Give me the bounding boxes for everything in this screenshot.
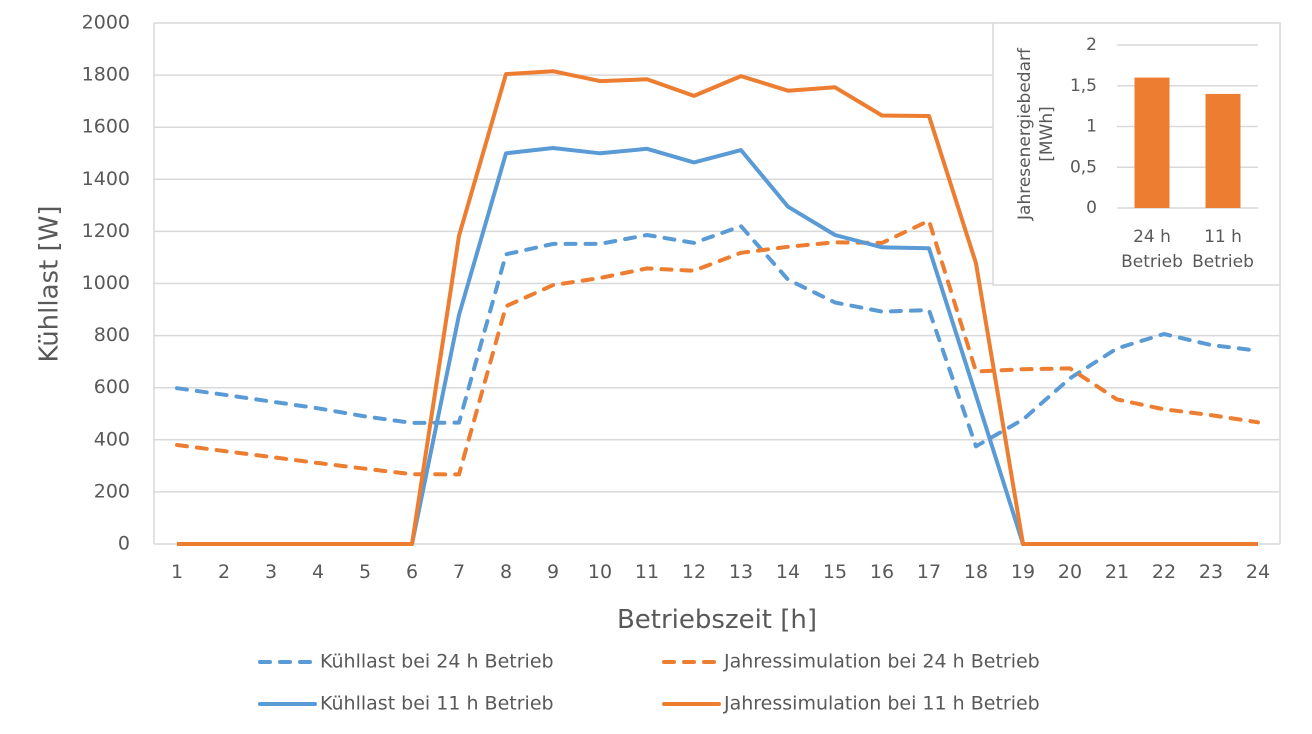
series-line-2 — [175, 218, 1260, 477]
x-tick-label: 16 — [870, 561, 894, 583]
y-tick-label: 1400 — [82, 168, 130, 190]
x-tick-label: 7 — [453, 561, 465, 583]
x-tick-label: 10 — [588, 561, 612, 583]
inset-bar-chart: 0 0,5 1 1,5 2 24 h Betrieb 11 h Betrieb Jahrese… — [992, 22, 1281, 286]
x-tick-label: 23 — [1199, 561, 1223, 583]
y-tick-label: 400 — [94, 428, 130, 450]
x-tick-label: 24 — [1246, 561, 1270, 583]
x-tick-label: 12 — [682, 561, 706, 583]
y-tick-label: 600 — [94, 376, 130, 398]
x-tick-label: 17 — [917, 561, 941, 583]
series-line-4 — [177, 69, 1258, 546]
main-y-tick-labels: 0 200 400 600 800 1000 1200 1400 1600 1800 2000 — [82, 12, 130, 555]
y-tick-label: 0 — [118, 533, 130, 555]
x-tick-label: 5 — [359, 561, 371, 583]
x-tick-label: 9 — [547, 561, 559, 583]
legend-item: Jahressimulation bei 24 h Betrieb — [662, 651, 1040, 673]
y-tick-label: 800 — [94, 324, 130, 346]
inset-bars — [1134, 77, 1241, 208]
x-tick-label: 11 — [635, 561, 659, 583]
inset-bar — [1134, 77, 1170, 208]
inset-y-tick-labels: 0 0,5 1 1,5 2 — [1070, 35, 1097, 218]
x-tick-label: 22 — [1152, 561, 1176, 583]
inset-x-tick-labels: 24 h Betrieb 11 h Betrieb — [1121, 227, 1254, 272]
x-tick-label: 15 — [823, 561, 847, 583]
x-tick-label: 1 — [171, 561, 183, 583]
inset-y-axis-title-line1: Jahresenergiebedarf — [1015, 47, 1035, 221]
y-tick-label: 1600 — [82, 116, 130, 138]
inset-x-tick-label: 11 h — [1204, 227, 1242, 247]
legend-item: Kühllast bei 24 h Betrieb — [258, 651, 554, 673]
y-tick-label: 200 — [94, 480, 130, 502]
inset-y-tick-label: 2 — [1086, 35, 1097, 55]
legend-label: Kühllast bei 24 h Betrieb — [320, 651, 554, 673]
y-axis-title: Kühllast [W] — [35, 205, 65, 362]
inset-x-tick-label: Betrieb — [1121, 252, 1183, 272]
x-tick-label: 14 — [776, 561, 800, 583]
x-tick-label: 13 — [729, 561, 753, 583]
series-line-1 — [175, 224, 1260, 449]
x-tick-label: 8 — [500, 561, 512, 583]
inset-y-tick-label: 0 — [1086, 198, 1097, 218]
x-tick-label: 2 — [218, 561, 230, 583]
legend-item: Jahressimulation bei 11 h Betrieb — [662, 693, 1040, 715]
inset-y-tick-label: 1,5 — [1070, 76, 1097, 96]
legend-item: Kühllast bei 11 h Betrieb — [258, 693, 554, 715]
inset-bar — [1205, 93, 1241, 208]
inset-x-tick-label: Betrieb — [1192, 252, 1254, 272]
x-tick-label: 3 — [265, 561, 277, 583]
legend: Kühllast bei 24 h Betrieb Jahressimulatio… — [258, 651, 1040, 715]
y-tick-label: 1800 — [82, 64, 130, 86]
y-tick-label: 1200 — [82, 220, 130, 242]
legend-label: Jahressimulation bei 24 h Betrieb — [723, 651, 1040, 673]
inset-y-tick-label: 1 — [1086, 117, 1097, 137]
inset-x-tick-label: 24 h — [1133, 227, 1171, 247]
x-tick-label: 20 — [1058, 561, 1082, 583]
legend-label: Jahressimulation bei 11 h Betrieb — [723, 693, 1040, 715]
x-tick-label: 6 — [406, 561, 418, 583]
y-tick-label: 1000 — [82, 272, 130, 294]
x-tick-label: 4 — [312, 561, 324, 583]
inset-y-axis-title-line2: [MWh] — [1037, 106, 1057, 162]
main-series-lines — [175, 69, 1260, 546]
legend-label: Kühllast bei 11 h Betrieb — [320, 693, 554, 715]
x-tick-label: 19 — [1011, 561, 1035, 583]
inset-y-tick-label: 0,5 — [1070, 157, 1097, 177]
main-x-tick-labels: 1 2 3 4 5 6 7 8 9 10 11 12 13 14 15 16 17 18 19 20 21 22 23 24 — [171, 561, 1270, 583]
x-axis-title: Betriebszeit [h] — [617, 605, 817, 635]
y-tick-label: 2000 — [82, 12, 130, 34]
x-tick-label: 18 — [964, 561, 988, 583]
x-tick-label: 21 — [1105, 561, 1129, 583]
